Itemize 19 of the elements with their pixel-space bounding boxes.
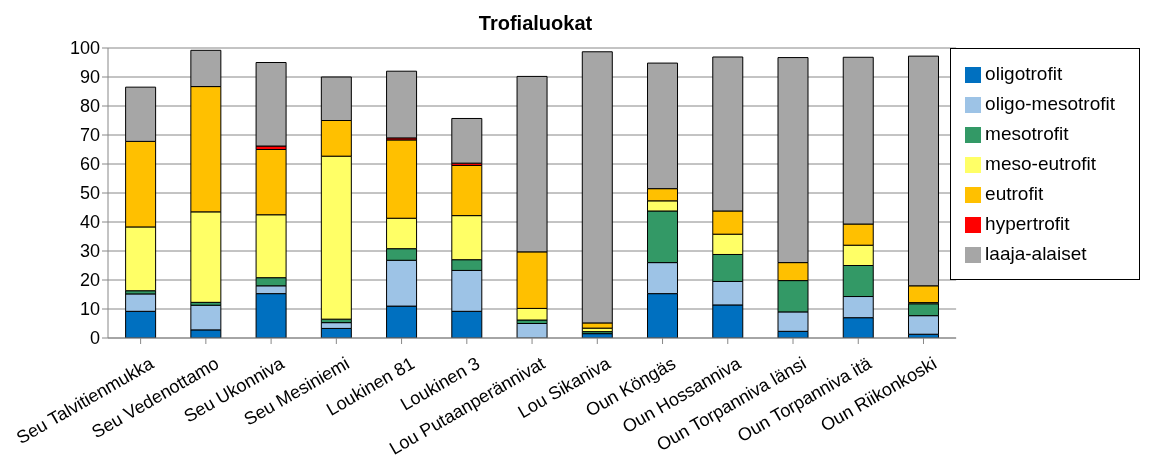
legend-label: laaja-alaiset — [985, 243, 1087, 264]
legend-label: hypertrofit — [985, 213, 1070, 234]
y-tick-label: 40 — [79, 212, 100, 233]
y-tick-label: 20 — [79, 270, 100, 291]
y-tick-label: 60 — [79, 154, 100, 175]
legend-label: eutrofit — [985, 183, 1044, 204]
y-tick-label: 100 — [69, 38, 100, 59]
legend-label: mesotrofit — [985, 123, 1069, 144]
y-tick-label: 70 — [79, 125, 100, 146]
y-tick-label: 50 — [79, 183, 100, 204]
y-tick-label: 0 — [89, 328, 100, 349]
legend-label: oligotrofit — [985, 63, 1063, 84]
y-tick-label: 90 — [79, 67, 100, 88]
legend-label: oligo-mesotrofit — [985, 93, 1115, 114]
y-tick-label: 80 — [79, 96, 100, 117]
legend-label: meso-eutrofit — [985, 153, 1096, 174]
chart-title: Trofialuokat — [477, 12, 594, 35]
y-tick-label: 30 — [79, 241, 100, 262]
y-tick-label: 10 — [79, 299, 100, 320]
